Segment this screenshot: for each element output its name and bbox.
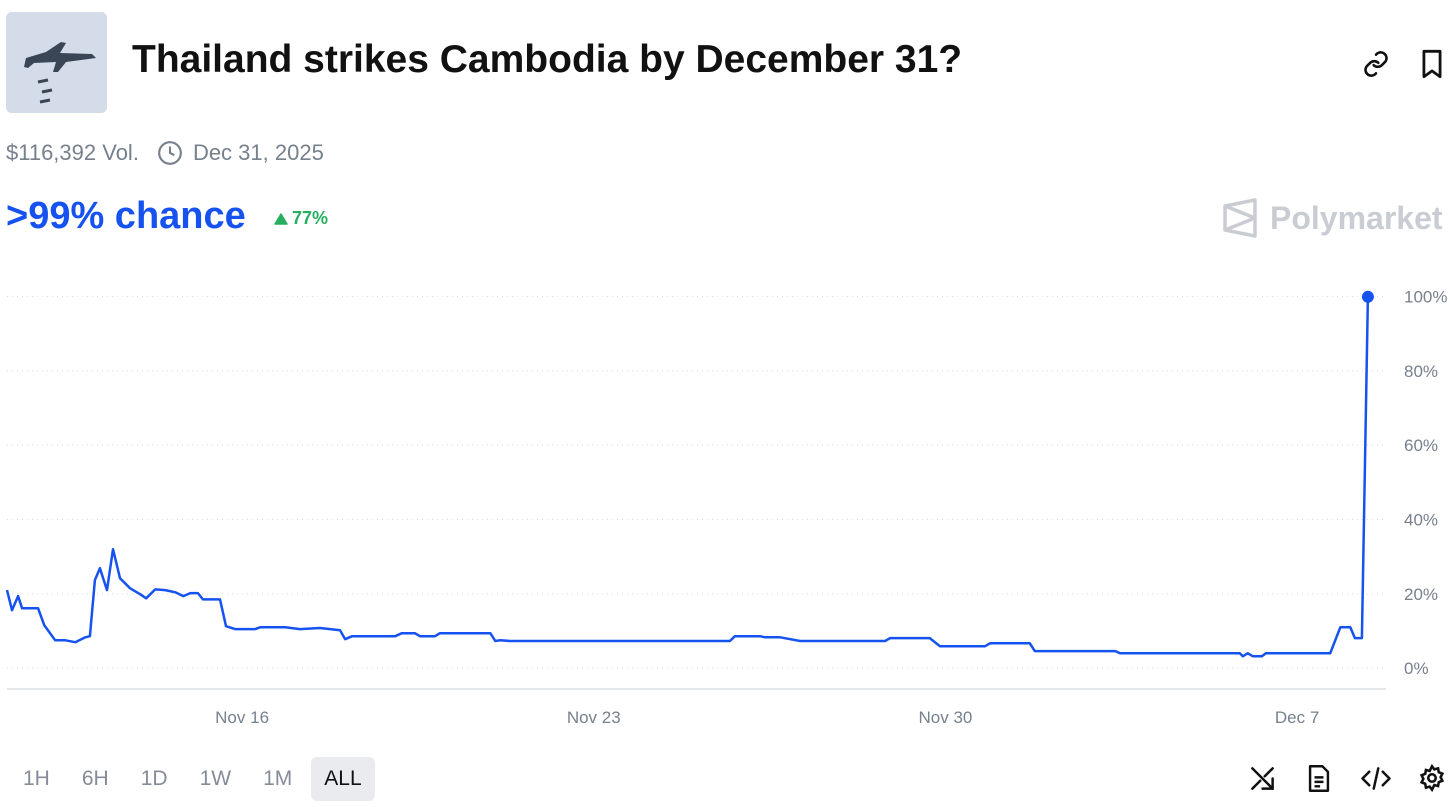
- y-tick-label: 80%: [1404, 362, 1438, 381]
- market-meta: $116,392 Vol. Dec 31, 2025: [6, 140, 324, 166]
- market-title: Thailand strikes Cambodia by December 31…: [132, 38, 963, 81]
- chance: >99% chance: [6, 195, 246, 237]
- end-date: Dec 31, 2025: [192, 140, 324, 165]
- settings-icon[interactable]: [1418, 764, 1446, 792]
- price-chart: 0% 20% 40% 60% 80% 100% Nov 16 Nov 23 Nov 30 Dec …: [5, 287, 1447, 727]
- range-button[interactable]: 1H: [23, 767, 50, 790]
- price-line: [5, 296, 1370, 658]
- embed-icon[interactable]: [1361, 765, 1391, 792]
- y-tick-label: 60%: [1404, 436, 1438, 455]
- range-button[interactable]: ALL: [311, 757, 375, 801]
- up-triangle: [274, 212, 288, 225]
- brand-logo: [1223, 198, 1257, 238]
- y-tick-label: 20%: [1404, 585, 1438, 604]
- range-button[interactable]: 1D: [140, 767, 168, 790]
- change: 77%: [274, 208, 328, 229]
- range-button[interactable]: 6H: [81, 767, 109, 790]
- range-button[interactable]: 1W: [199, 767, 232, 790]
- copy-link-icon[interactable]: [1362, 50, 1390, 78]
- bookmark-icon[interactable]: [1420, 49, 1444, 79]
- x-tick-label: Nov 16: [215, 708, 269, 727]
- volume: $116,392 Vol.: [6, 140, 139, 165]
- x-tick-label: Dec 7: [1275, 708, 1319, 727]
- change-value: 77%: [292, 208, 329, 228]
- document-icon[interactable]: [1306, 764, 1332, 793]
- clock-icon: [158, 141, 182, 165]
- range-selector: 1H 6H 1D 1W 1M ALL: [10, 757, 375, 801]
- last-point: [1361, 290, 1374, 303]
- brand-name: Polymarket: [1270, 199, 1443, 236]
- market-image: [6, 12, 107, 113]
- shuffle-icon[interactable]: [1249, 765, 1276, 792]
- range-button[interactable]: 1M: [263, 767, 293, 790]
- y-tick-label: 100%: [1404, 287, 1447, 306]
- y-tick-label: 0%: [1404, 659, 1429, 678]
- brand: Polymarket: [1222, 198, 1443, 238]
- y-tick-label: 40%: [1404, 510, 1438, 529]
- jet-illustration: [6, 12, 107, 113]
- x-tick-label: Nov 23: [567, 708, 621, 727]
- x-tick-label: Nov 30: [918, 708, 972, 727]
